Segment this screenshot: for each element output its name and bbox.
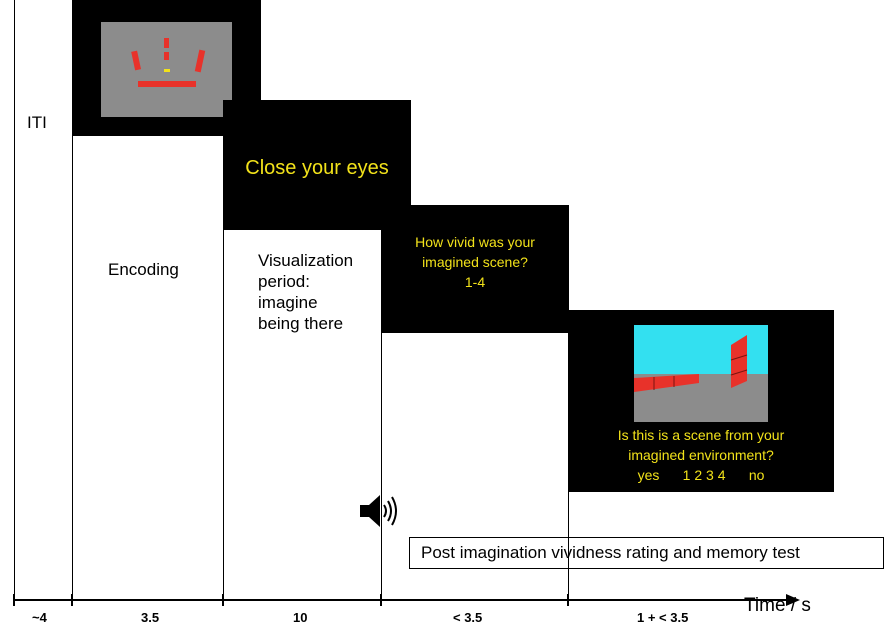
visualization-label-line3: imagine xyxy=(258,293,318,312)
visualization-label-line4: being there xyxy=(258,314,344,333)
duration-encoding: 3.5 xyxy=(141,610,160,625)
iti-label: ITI xyxy=(27,113,47,132)
visualization-label-line1: Visualization xyxy=(258,251,354,270)
memory-scene-image xyxy=(634,325,768,422)
boundary-line-visualization xyxy=(223,100,224,594)
axis-tick-2 xyxy=(222,594,224,606)
visualization-label: Visualization period: imagine being ther… xyxy=(258,250,353,334)
vividness-question-line2: imagined scene? xyxy=(422,254,528,270)
axis-tick-3 xyxy=(380,594,382,606)
post-imagination-text: Post imagination vividness rating and me… xyxy=(421,543,800,562)
boundary-line-rating xyxy=(381,205,382,594)
vividness-scale: 1-4 xyxy=(464,274,486,290)
axis-tick-4 xyxy=(567,594,569,606)
memory-test-screen: Is this is a scene from your imagined en… xyxy=(568,310,834,492)
time-axis-label-visible: Time / s xyxy=(744,595,811,616)
duration-rating: < 3.5 xyxy=(453,610,483,625)
memory-response-options: yes 1 2 3 4 no xyxy=(637,467,765,483)
time-axis xyxy=(14,594,800,606)
duration-memory: 1 + < 3.5 xyxy=(637,610,689,625)
encoding-label: Encoding xyxy=(108,260,179,279)
duration-iti: ~4 xyxy=(32,610,47,625)
post-imagination-box: Post imagination vividness rating and me… xyxy=(409,537,884,569)
memory-question-line2: imagined environment? xyxy=(628,447,774,463)
vividness-question-line1: How vivid was your xyxy=(415,234,535,250)
duration-visualization: 10 xyxy=(293,610,308,625)
memory-line-overlay xyxy=(568,537,569,569)
encoding-scene-image xyxy=(101,22,232,117)
close-eyes-screen: Close your eyes xyxy=(223,100,411,230)
axis-tick-1 xyxy=(71,594,73,606)
visualization-label-line2: period: xyxy=(258,272,310,291)
close-eyes-text: Close your eyes xyxy=(245,157,389,179)
memory-question-line1: Is this is a scene from your xyxy=(617,427,785,443)
speaker-sound-icon xyxy=(360,495,397,527)
vividness-rating-screen: How vivid was your imagined scene? 1-4 xyxy=(381,205,569,333)
boundary-line-start xyxy=(14,0,15,594)
boundary-line-encoding xyxy=(72,0,73,594)
axis-tick-0 xyxy=(13,594,15,606)
